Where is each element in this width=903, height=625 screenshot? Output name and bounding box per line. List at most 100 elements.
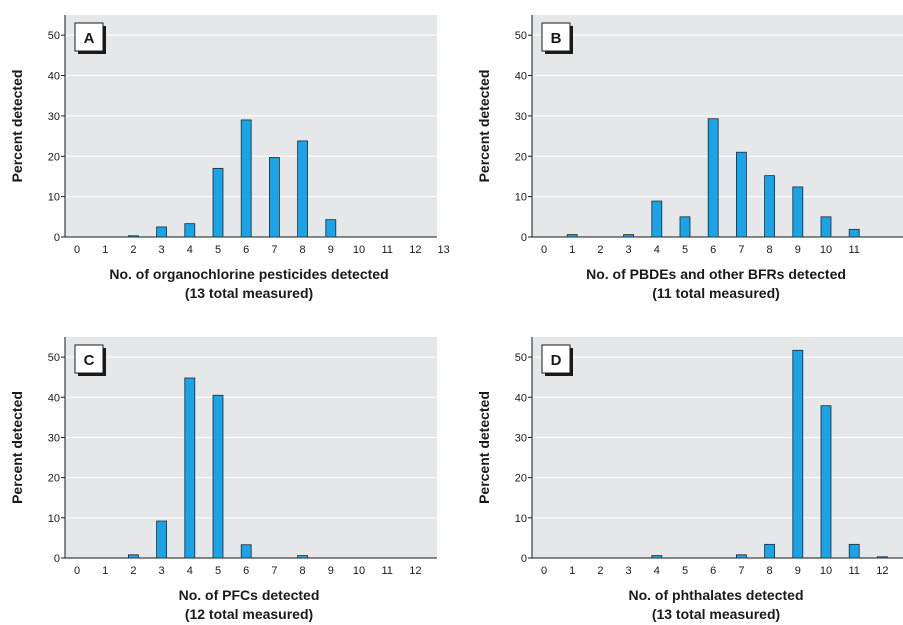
bar-a-9 <box>325 219 337 238</box>
x-tick-label-b-5: 5 <box>682 244 688 256</box>
x-tick-label-d-9: 9 <box>795 565 801 577</box>
x-tick-label-a-11: 11 <box>381 244 392 256</box>
panel-letter-box-a <box>74 22 104 52</box>
bar-d-12 <box>877 556 888 559</box>
x-axis-sublabel-d: (13 total measured) <box>652 606 780 622</box>
y-tick-label-b-10: 10 <box>515 192 527 204</box>
y-tick-label-a-20: 20 <box>48 151 60 163</box>
x-tick-label-c-12: 12 <box>409 565 421 577</box>
bar-c-8 <box>297 555 309 559</box>
x-tick-label-d-4: 4 <box>654 565 660 577</box>
y-axis-label-b: Percent detected <box>476 70 492 183</box>
x-tick-label-d-10: 10 <box>820 565 832 577</box>
x-tick-label-c-5: 5 <box>215 565 221 577</box>
y-tick-label-c-0: 0 <box>54 553 60 565</box>
x-tick-label-b-7: 7 <box>738 244 744 256</box>
x-tick-label-d-11: 11 <box>848 565 859 577</box>
y-tick-label-b-20: 20 <box>515 151 527 163</box>
bar-d-10 <box>820 405 832 559</box>
bar-b-7 <box>736 151 747 238</box>
y-tick-label-a-40: 40 <box>48 71 60 83</box>
bar-b-4 <box>651 200 663 238</box>
bar-a-3 <box>156 226 168 238</box>
y-tick-label-d-20: 20 <box>515 473 527 485</box>
x-tick-label-a-2: 2 <box>130 244 136 256</box>
y-tick-label-d-0: 0 <box>521 553 527 565</box>
panel-letter-box-c <box>74 344 104 374</box>
y-tick-label-c-20: 20 <box>48 473 60 485</box>
bar-b-11 <box>848 228 860 238</box>
x-tick-label-b-2: 2 <box>597 244 603 256</box>
x-tick-label-c-4: 4 <box>187 565 193 577</box>
x-tick-label-c-0: 0 <box>74 565 80 577</box>
panel-b: 0 10 20 30 40 50 0 1 2 3 4 5 6 7 8 9 10 11 Percent detecte… <box>476 15 903 301</box>
bar-b-5 <box>679 216 691 238</box>
bar-c-5 <box>212 394 224 559</box>
x-tick-label-d-8: 8 <box>767 565 773 577</box>
x-axis-sublabel-b: (11 total measured) <box>652 285 780 301</box>
bar-d-11 <box>848 543 860 559</box>
y-tick-label-d-40: 40 <box>515 392 527 404</box>
y-tick-label-b-40: 40 <box>515 71 527 83</box>
x-axis-label-d: No. of phthalates detected <box>628 587 803 603</box>
x-tick-label-c-10: 10 <box>353 565 365 577</box>
x-axis-label-c: No. of PFCs detected <box>179 587 320 603</box>
bar-b-9 <box>792 186 804 238</box>
y-tick-label-c-40: 40 <box>48 392 60 404</box>
y-tick-label-c-50: 50 <box>48 352 60 364</box>
bar-d-9 <box>792 349 804 559</box>
y-axis-label-c: Percent detected <box>9 391 25 504</box>
bar-d-8 <box>764 543 775 559</box>
x-axis-sublabel-c: (12 total measured) <box>185 606 313 622</box>
bar-d-4 <box>651 555 663 559</box>
x-tick-label-a-4: 4 <box>187 244 193 256</box>
x-tick-label-b-11: 11 <box>848 244 859 256</box>
bar-a-7 <box>268 157 280 238</box>
y-tick-label-d-50: 50 <box>515 352 527 364</box>
x-tick-label-c-1: 1 <box>102 565 108 577</box>
bar-a-8 <box>297 140 309 238</box>
x-tick-label-a-10: 10 <box>353 244 365 256</box>
x-axis-label-a: No. of organochlorine pesticides detecte… <box>109 266 388 282</box>
x-tick-label-b-10: 10 <box>820 244 832 256</box>
y-tick-label-a-0: 0 <box>54 232 60 244</box>
x-tick-label-d-5: 5 <box>682 565 688 577</box>
x-tick-label-b-0: 0 <box>541 244 547 256</box>
x-tick-label-c-8: 8 <box>300 565 306 577</box>
x-tick-label-a-0: 0 <box>74 244 80 256</box>
y-tick-label-a-10: 10 <box>48 192 60 204</box>
x-tick-label-d-12: 12 <box>876 565 888 577</box>
y-tick-label-c-10: 10 <box>48 513 60 525</box>
x-tick-label-d-7: 7 <box>738 565 744 577</box>
x-tick-label-d-1: 1 <box>569 565 575 577</box>
bar-b-10 <box>820 216 832 238</box>
panel-letter-box-d <box>541 344 571 374</box>
y-tick-label-a-30: 30 <box>48 111 60 123</box>
bar-c-3 <box>156 520 168 559</box>
x-tick-label-a-12: 12 <box>409 244 421 256</box>
x-tick-label-d-3: 3 <box>626 565 632 577</box>
x-tick-label-a-8: 8 <box>300 244 306 256</box>
bar-b-1 <box>566 234 578 238</box>
y-axis-label-d: Percent detected <box>476 391 492 504</box>
x-tick-label-a-5: 5 <box>215 244 221 256</box>
panel-letter-a: A <box>84 30 95 47</box>
x-tick-label-a-6: 6 <box>243 244 249 256</box>
plot-area-c <box>65 337 437 558</box>
x-tick-label-a-7: 7 <box>271 244 277 256</box>
x-tick-label-b-1: 1 <box>569 244 575 256</box>
bar-b-6 <box>707 118 719 238</box>
x-tick-label-a-9: 9 <box>328 244 334 256</box>
bar-c-6 <box>240 544 252 559</box>
panel-letter-b: B <box>551 30 562 47</box>
x-tick-label-b-6: 6 <box>710 244 716 256</box>
x-tick-label-c-3: 3 <box>159 565 165 577</box>
y-tick-label-d-10: 10 <box>515 513 527 525</box>
y-tick-label-d-30: 30 <box>515 432 527 444</box>
panel-letter-d: D <box>551 352 562 369</box>
bar-c-2 <box>127 554 139 559</box>
y-tick-label-b-0: 0 <box>521 232 527 244</box>
x-tick-label-d-6: 6 <box>710 565 716 577</box>
